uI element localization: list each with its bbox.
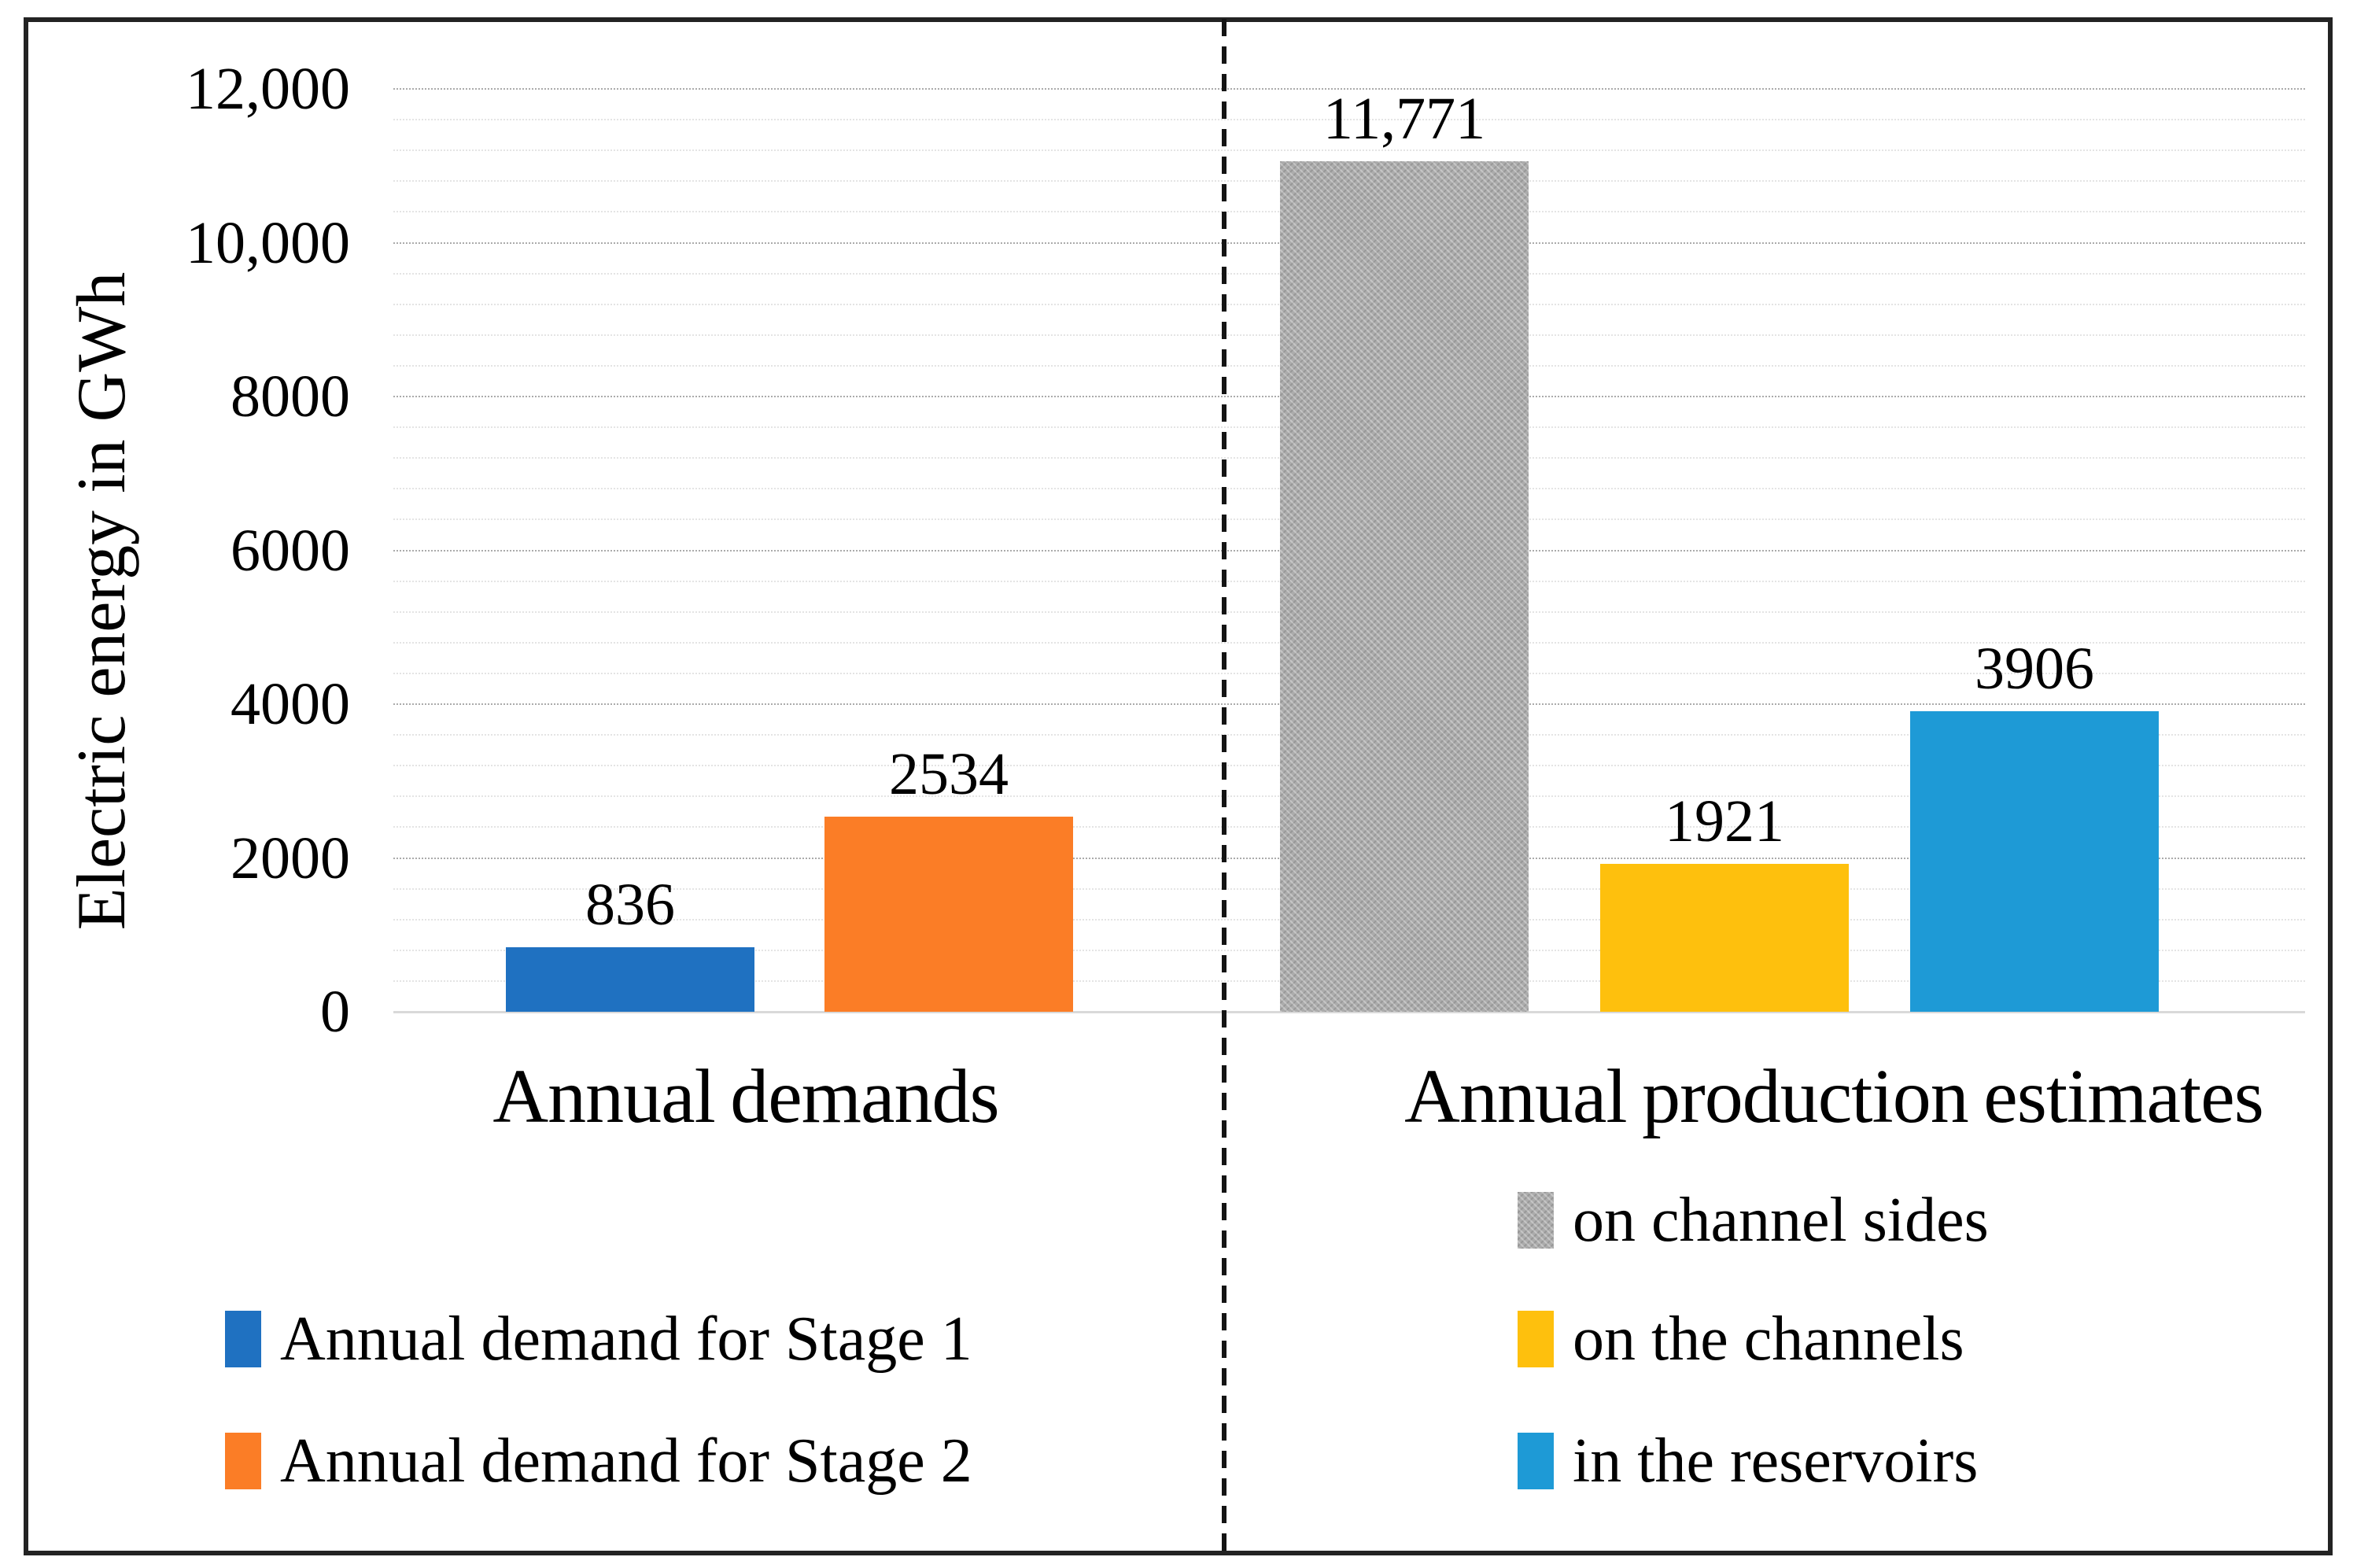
legend-label: on channel sides [1573,1186,1989,1255]
bar-on-the-channels [1600,864,1849,1012]
legend-item-channel-sides: on channel sides [1518,1181,1989,1260]
bar-value-label: 1921 [1665,788,1784,854]
legend-label: in the reservoirs [1573,1426,1979,1496]
bar-column-stage2: 2534 [824,89,1073,1012]
legend-swatch-stage1 [225,1311,261,1367]
x-axis-line [393,1011,2305,1013]
group-divider-dashed-line [1222,19,1226,1554]
legend-item-on-channels: on the channels [1518,1300,1964,1378]
bar-value-label: 3906 [1975,636,2094,702]
major-gridline [393,88,2305,90]
y-tick-label: 4000 [231,671,350,737]
bar-annual-demand-stage2 [824,817,1073,1012]
category-label-annual-production-estimates: Annual production estimates [1404,1054,2264,1139]
minor-gridline [393,119,2305,121]
y-tick-label: 2000 [231,825,350,891]
bar-annual-demand-stage1 [506,947,754,1012]
y-tick-label: 0 [320,979,350,1045]
y-tick-label: 8000 [231,363,350,430]
legend-swatch-on-channels [1518,1311,1554,1367]
legend-label: Annual demand for Stage 2 [280,1426,972,1496]
bar-value-label: 2534 [889,741,1009,807]
bar-in-the-reservoirs [1910,711,2159,1012]
category-label-annual-demands: Annual demands [492,1054,999,1139]
legend-item-stage2: Annual demand for Stage 2 [225,1422,972,1500]
bar-column-on-channels: 1921 [1600,89,1849,1012]
y-tick-label: 12,000 [186,56,350,122]
legend-item-reservoirs: in the reservoirs [1518,1422,1978,1500]
bar-column-reservoirs: 3906 [1910,89,2159,1012]
y-axis-title: Electric energy in GWh [64,271,140,931]
minor-gridline [393,149,2305,152]
bar-value-label: 11,771 [1322,86,1486,152]
bar-column-stage1: 836 [506,89,754,1012]
legend-label: Annual demand for Stage 1 [280,1304,972,1374]
legend-swatch-reservoirs [1518,1433,1554,1489]
y-tick-label: 10,000 [186,209,350,276]
legend-swatch-stage2 [225,1433,261,1489]
bar-on-channel-sides [1280,161,1529,1012]
bar-value-label: 836 [585,872,675,938]
legend-swatch-channel-sides [1518,1192,1554,1249]
y-tick-label: 6000 [231,517,350,584]
legend-item-stage1: Annual demand for Stage 1 [225,1300,972,1378]
legend-label: on the channels [1573,1304,1964,1374]
bar-column-channel-sides: 11,771 [1280,89,1529,1012]
